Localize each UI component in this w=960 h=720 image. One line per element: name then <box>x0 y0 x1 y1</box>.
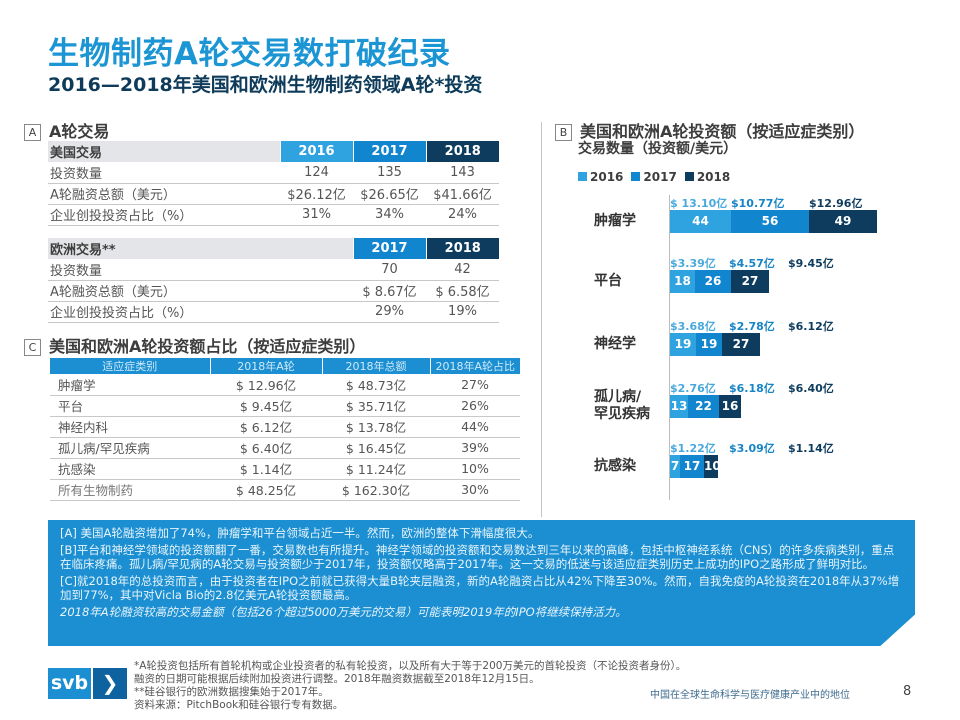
table-row: 神经内科 $ 6.12亿 $ 13.78亿 44% <box>50 416 520 438</box>
table-row: 投资数量 124 135 143 <box>48 162 499 184</box>
amount-label-2017: $2.78亿 <box>729 320 775 333</box>
bar-row: 18 26 27 <box>670 270 769 293</box>
bar-segment-2016: 44 <box>670 210 731 233</box>
eu-deals-label: 欧洲交易** <box>48 238 353 259</box>
legend-swatch-icon <box>684 172 694 181</box>
table-row: A轮融资总额（美元） $ 8.67亿 $ 6.58亿 <box>48 280 499 302</box>
chart-axis <box>669 195 670 500</box>
amount-label-2018: $9.45亿 <box>788 257 834 270</box>
section-c-box: C <box>24 339 41 356</box>
note-c: [C]就2018年的总投资而言，由于投资者在IPO之前就已获得大量B轮夹层融资，… <box>60 574 900 602</box>
amount-label-2016: $3.68亿 <box>670 320 716 333</box>
bar-segment-2016: 13 <box>670 395 688 418</box>
bar-row: 7 17 10 <box>670 455 718 478</box>
eu-deals-table: 欧洲交易** 2017 2018 投资数量 70 42 A轮融资总额（美元） $… <box>48 238 499 323</box>
amount-label-2017: $10.77亿 <box>731 197 785 210</box>
us-deals-label: 美国交易 <box>48 141 280 162</box>
svb-logo: svb ❯ <box>48 668 127 699</box>
amount-label-2018: $12.96亿 <box>809 197 863 210</box>
bar-segment-2016: 7 <box>670 455 680 478</box>
section-divider <box>541 122 542 517</box>
amount-label-2017: $6.18亿 <box>729 382 775 395</box>
category-label: 孤儿病/罕见疾病 <box>594 389 650 422</box>
amount-label-2017: $4.57亿 <box>729 257 775 270</box>
bar-segment-2018: 27 <box>731 270 769 293</box>
indication-share-table: 适应症类别 2018年A轮 2018年总额 2018年A轮占比 肿瘤学 $ 12.… <box>50 358 520 501</box>
note-italic: 2018年A轮融资较高的交易金额（包括26个超过5000万美元的交易）可能表明2… <box>60 605 627 619</box>
table-row: 企业创投投资占比（%） 29% 19% <box>48 301 499 323</box>
bar-segment-2018: 27 <box>722 333 760 356</box>
bar-segment-2017: 56 <box>731 210 809 233</box>
amount-label-2017: $3.09亿 <box>729 442 775 455</box>
table-row: 抗感染 $ 1.14亿 $ 11.24亿 10% <box>50 458 520 480</box>
chevron-right-icon: ❯ <box>93 668 127 699</box>
amount-label-2018: $6.40亿 <box>788 382 834 395</box>
table-header: 适应症类别 2018年A轮 2018年总额 2018年A轮占比 <box>50 358 520 374</box>
bar-segment-2017: 22 <box>688 395 719 418</box>
section-b-title: B 美国和欧洲A轮投资额（按适应症类别） <box>555 118 864 142</box>
bar-segment-2016: 18 <box>670 270 695 293</box>
legend-swatch-icon <box>631 172 641 181</box>
page-number: 8 <box>903 684 912 699</box>
note-a: [A] 美国A轮融资增加了74%，肿瘤学和平台领域占近一半。然而，欧洲的整体下滑… <box>60 526 540 540</box>
bar-segment-2018: 10 <box>704 455 718 478</box>
table-row: 肿瘤学 $ 12.96亿 $ 48.73亿 27% <box>50 374 520 396</box>
amount-label-2018: $6.12亿 <box>788 320 834 333</box>
table-row: 投资数量 70 42 <box>48 259 499 281</box>
chart-subtitle: 交易数量（投资额/美元） <box>578 141 738 157</box>
bar-segment-2016: 19 <box>670 333 696 356</box>
section-a-title: A A轮交易 <box>24 118 109 142</box>
amount-label-2016: $1.22亿 <box>670 442 716 455</box>
category-label: 平台 <box>594 273 622 289</box>
bar-row: 44 56 49 <box>670 210 877 233</box>
section-a-box: A <box>24 124 41 141</box>
footnotes: *A轮投资包括所有首轮机构或企业投资者的私有轮投资，以及所有大于等于200万美元… <box>134 660 687 711</box>
table-header: 美国交易 2016 2017 2018 <box>48 141 499 162</box>
page-subtitle: 2016—2018年美国和欧洲生物制药领域A轮*投资 <box>48 74 483 96</box>
bar-segment-2017: 19 <box>696 333 722 356</box>
category-label: 肿瘤学 <box>594 213 636 229</box>
report-title: 中国在全球生命科学与医疗健康产业中的地位 <box>650 690 850 701</box>
table-header: 欧洲交易** 2017 2018 <box>48 238 499 259</box>
notes-box: [A] 美国A轮融资增加了74%，肿瘤学和平台领域占近一半。然而，欧洲的整体下滑… <box>48 520 915 646</box>
chart-legend: 2016 2017 2018 <box>578 170 730 184</box>
bar-segment-2018: 16 <box>719 395 741 418</box>
amount-label-2016: $ 13.10亿 <box>670 197 728 210</box>
legend-item-2016: 2016 <box>578 170 623 184</box>
table-row: 孤儿病/罕见疾病 $ 6.40亿 $ 16.45亿 39% <box>50 437 520 459</box>
table-row: 平台 $ 9.45亿 $ 35.71亿 26% <box>50 395 520 417</box>
amount-label-2016: $3.39亿 <box>670 257 716 270</box>
amount-label-2018: $1.14亿 <box>788 442 834 455</box>
page-title: 生物制药A轮交易数打破纪录 <box>48 36 451 72</box>
legend-swatch-icon <box>578 172 587 181</box>
table-row-total: 所有生物制药 $ 48.25亿 $ 162.30亿 30% <box>50 479 520 501</box>
bar-row: 19 19 27 <box>670 333 760 356</box>
bar-row: 13 22 16 <box>670 395 741 418</box>
category-label: 抗感染 <box>594 458 636 474</box>
bar-segment-2018: 49 <box>809 210 877 233</box>
us-deals-table: 美国交易 2016 2017 2018 投资数量 124 135 143 A轮融… <box>48 141 499 226</box>
note-b: [B]平台和神经学领域的投资额翻了一番，交易数也有所提升。神经学领域的投资额和交… <box>60 543 895 571</box>
table-row: 企业创投投资占比（%） 31% 34% 24% <box>48 204 499 226</box>
section-b-box: B <box>555 124 572 141</box>
bar-segment-2017: 17 <box>680 455 704 478</box>
amount-label-2016: $2.76亿 <box>670 382 716 395</box>
bar-segment-2017: 26 <box>695 270 731 293</box>
legend-item-2018: 2018 <box>684 170 730 184</box>
legend-item-2017: 2017 <box>631 170 677 184</box>
category-label: 神经学 <box>594 336 636 352</box>
table-row: A轮融资总额（美元） $26.12亿 $26.65亿 $41.66亿 <box>48 183 499 205</box>
section-c-title: C 美国和欧洲A轮投资额占比（按适应症类别） <box>24 333 365 357</box>
